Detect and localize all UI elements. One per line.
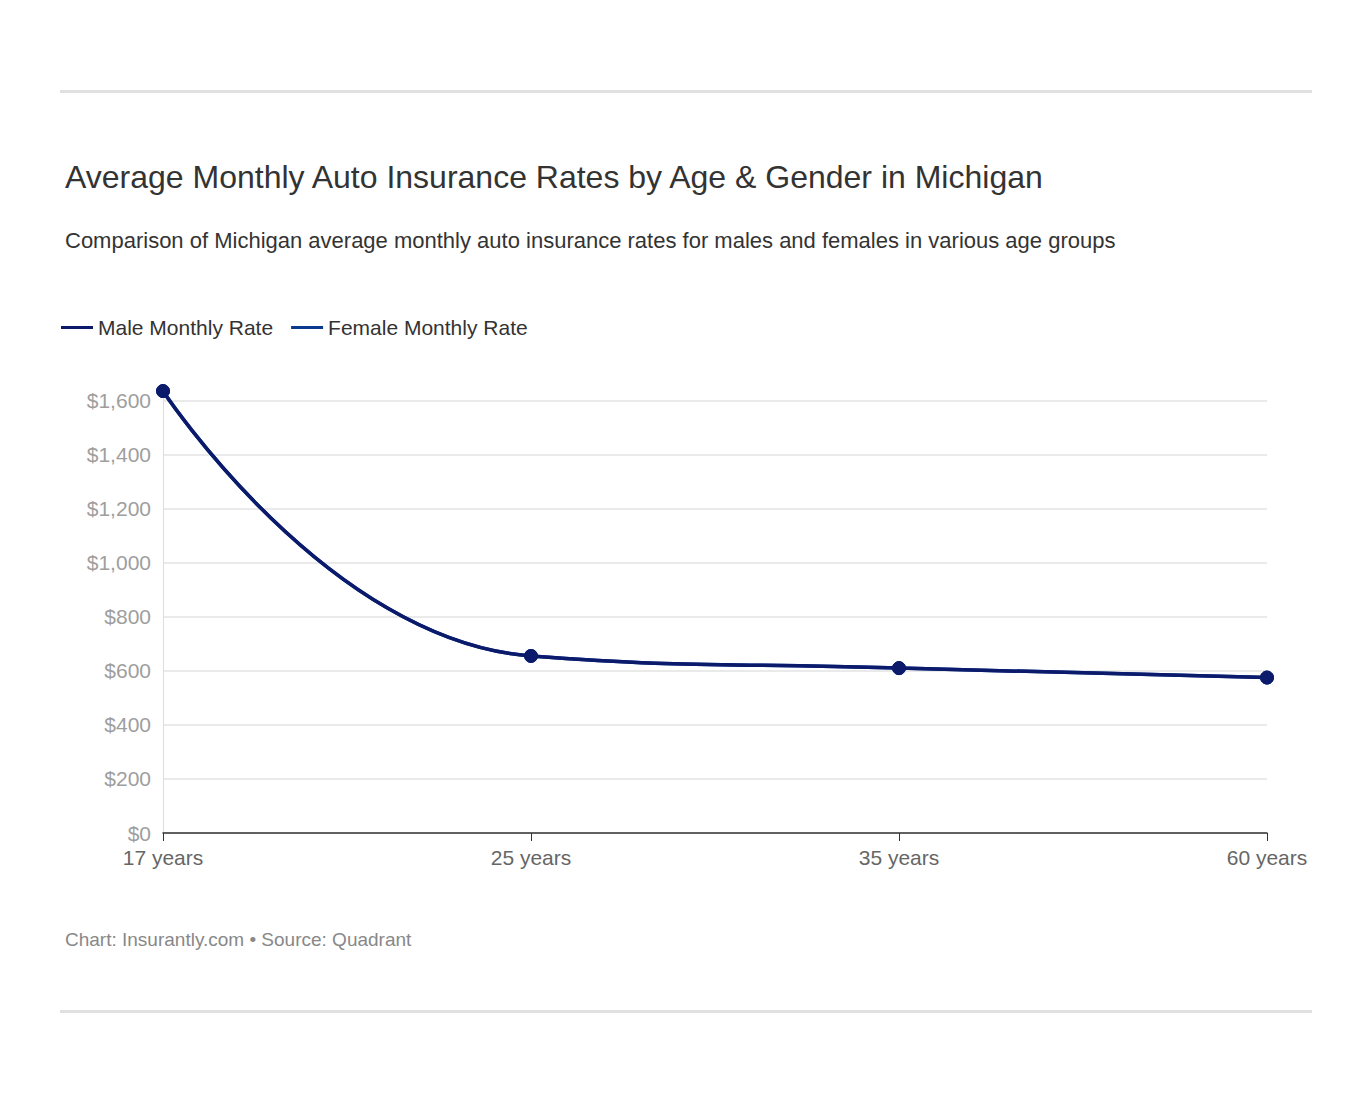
svg-text:$1,600: $1,600 (87, 389, 151, 412)
svg-text:$1,400: $1,400 (87, 443, 151, 466)
svg-text:17 years: 17 years (123, 846, 204, 869)
svg-text:$800: $800 (104, 605, 151, 628)
svg-text:$400: $400 (104, 713, 151, 736)
svg-text:25 years: 25 years (491, 846, 572, 869)
svg-text:$600: $600 (104, 659, 151, 682)
svg-text:Male Monthly Rate: Male Monthly Rate (98, 316, 273, 339)
svg-text:35 years: 35 years (859, 846, 940, 869)
svg-text:$1,200: $1,200 (87, 497, 151, 520)
svg-text:Comparison of Michigan average: Comparison of Michigan average monthly a… (65, 228, 1115, 253)
svg-text:Average Monthly Auto Insurance: Average Monthly Auto Insurance Rates by … (65, 159, 1043, 195)
svg-text:Female Monthly Rate: Female Monthly Rate (328, 316, 528, 339)
svg-text:$1,000: $1,000 (87, 551, 151, 574)
svg-text:$0: $0 (128, 822, 151, 845)
svg-text:60 years: 60 years (1227, 846, 1308, 869)
svg-text:Chart: Insurantly.com • Source: Chart: Insurantly.com • Source: Quadrant (65, 929, 412, 950)
svg-text:$200: $200 (104, 767, 151, 790)
